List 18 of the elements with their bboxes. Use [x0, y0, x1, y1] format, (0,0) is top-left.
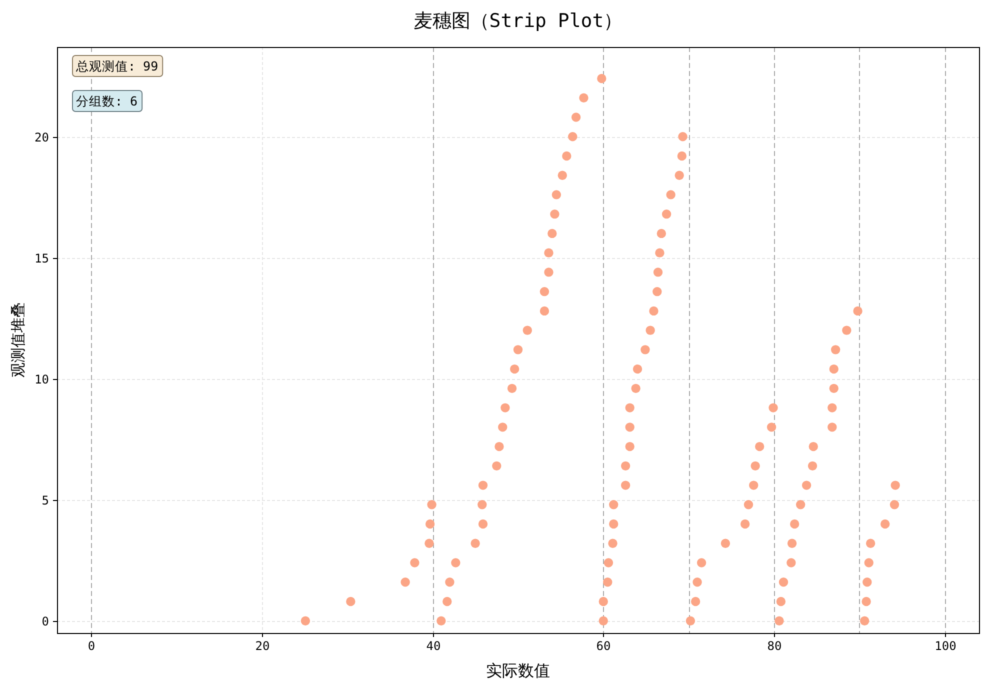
annotation: 总观测值: 99 — [72, 55, 164, 77]
y-tick-label: 10 — [34, 372, 49, 386]
x-tick-label: 60 — [596, 639, 611, 653]
y-tick-label: 20 — [34, 130, 49, 144]
annotation: 分组数: 6 — [76, 94, 138, 108]
y-tick-label: 0 — [42, 614, 49, 628]
x-tick-label: 100 — [934, 639, 956, 653]
chart-title: 麦穗图（Strip Plot） — [413, 10, 623, 32]
y-axis-title: 观测值堆叠 — [9, 302, 27, 378]
x-tick-label: 20 — [255, 639, 270, 653]
y-tick-label: 15 — [34, 252, 49, 266]
x-tick-label: 40 — [426, 639, 441, 653]
x-tick-label: 80 — [767, 639, 782, 653]
annotation: 分组数: 6 — [72, 90, 143, 112]
annotation: 总观测值: 99 — [75, 58, 158, 74]
x-tick-label: 0 — [88, 639, 96, 653]
x-axis-title: 实际数值 — [486, 661, 550, 680]
y-tick-label: 5 — [42, 494, 49, 508]
